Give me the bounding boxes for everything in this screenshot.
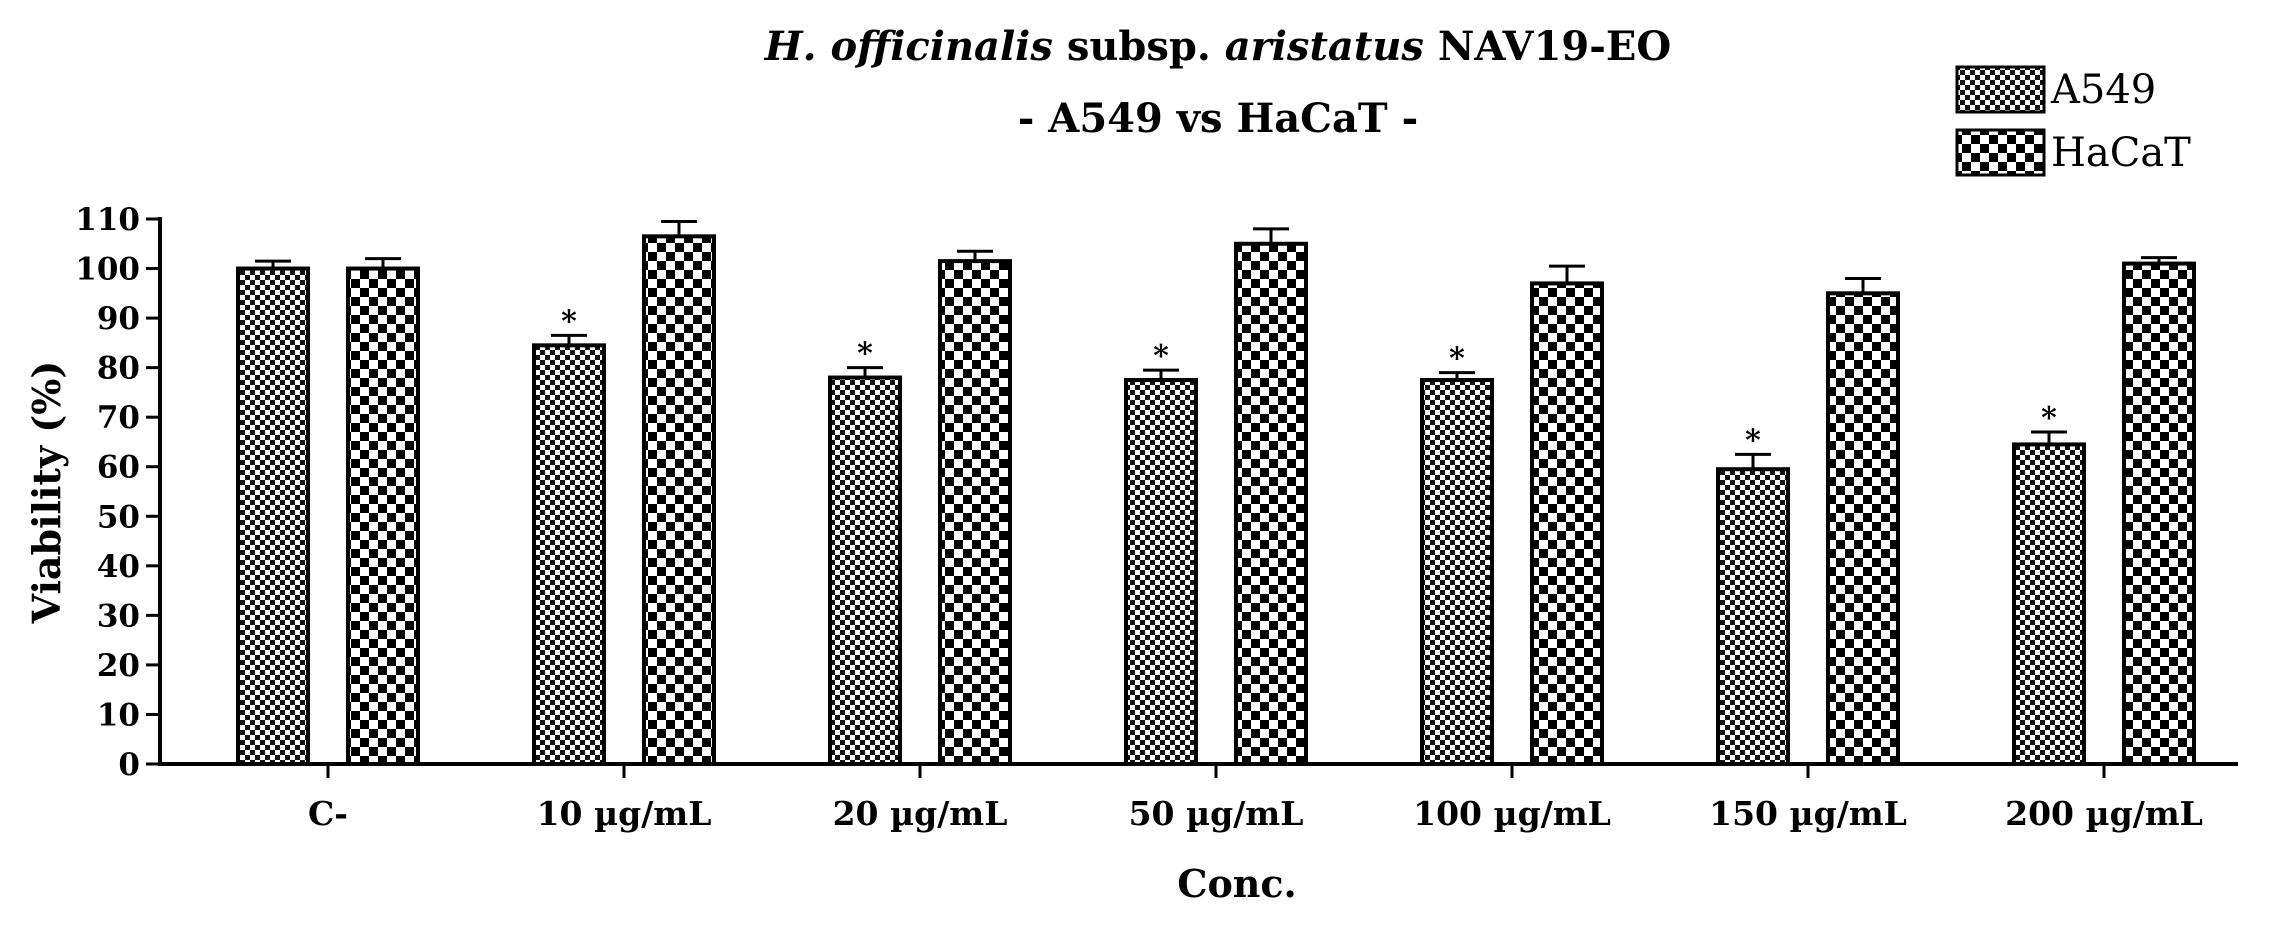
y-tick-label: 10 [97,697,140,733]
x-tick-label: 200 µg/mL [2005,794,2203,833]
bar-a549 [236,266,310,766]
bar-hacat [2122,261,2196,766]
bar-a549 [828,375,902,766]
significance-marker: * [1449,342,1465,377]
y-tick-label: 90 [97,301,140,337]
x-tick-label: C- [308,794,348,833]
axes: 0 10 20 30 40 50 60 70 80 90 100 110 [75,202,2238,783]
significance-marker: * [857,337,873,372]
legend: A549 HaCaT [1955,65,2191,177]
x-tick-labels: C- 10 µg/mL 20 µg/mL 50 µg/mL 100 µg/mL 150 µ… [308,794,2203,833]
legend-swatch-a549 [1955,65,2046,114]
significance-marker: * [2041,401,2057,436]
y-axis-title: Viability (%) [24,361,69,625]
bar-a549 [1124,378,1198,766]
legend-label-hacat: HaCaT [2051,130,2191,176]
bars: * * * * * * [236,219,2196,767]
bar-a549 [1420,378,1494,766]
y-tick-label: 0 [118,747,140,783]
y-tick-label: 60 [97,450,140,486]
significance-marker: * [561,304,577,339]
bar-a549 [532,343,606,766]
x-axis-title: Conc. [1177,861,1297,906]
y-tick-label: 70 [97,400,140,436]
y-tick-label: 20 [97,648,140,684]
y-tick-label: 110 [75,202,140,238]
y-tick-label: 100 [75,252,140,288]
title-variety: aristatus [1225,23,1424,70]
x-tick-label: 20 µg/mL [833,794,1008,833]
chart-title: H. officinalis subsp. aristatus NAV19-EO [764,23,1671,70]
y-tick-label: 80 [97,351,140,387]
bar-a549 [2012,442,2086,766]
title-species: H. officinalis [764,23,1053,70]
x-tick-label: 150 µg/mL [1709,794,1907,833]
legend-swatch-hacat [1955,128,2046,177]
y-tick-label: 30 [97,598,140,634]
bar-a549 [1716,467,1790,766]
x-tick-label: 50 µg/mL [1129,794,1304,833]
title-sample: NAV19-EO [1438,23,1671,70]
bar-hacat [346,266,420,766]
chart-subtitle: - A549 vs HaCaT - [1018,95,1418,142]
bar-hacat [642,234,716,767]
legend-label-a549: A549 [2050,67,2156,113]
y-tick-label: 50 [97,499,140,535]
bar-hacat [1530,281,1604,766]
bar-hacat [1826,291,1900,766]
y-tick-label: 40 [97,549,140,585]
significance-marker: * [1745,423,1761,458]
significance-marker: * [1153,339,1169,374]
x-tick-label: 100 µg/mL [1413,794,1611,833]
bar-hacat [938,259,1012,766]
x-tick-label: 10 µg/mL [537,794,712,833]
title-subsp: subsp. [1067,23,1211,70]
bar-hacat [1234,241,1308,767]
